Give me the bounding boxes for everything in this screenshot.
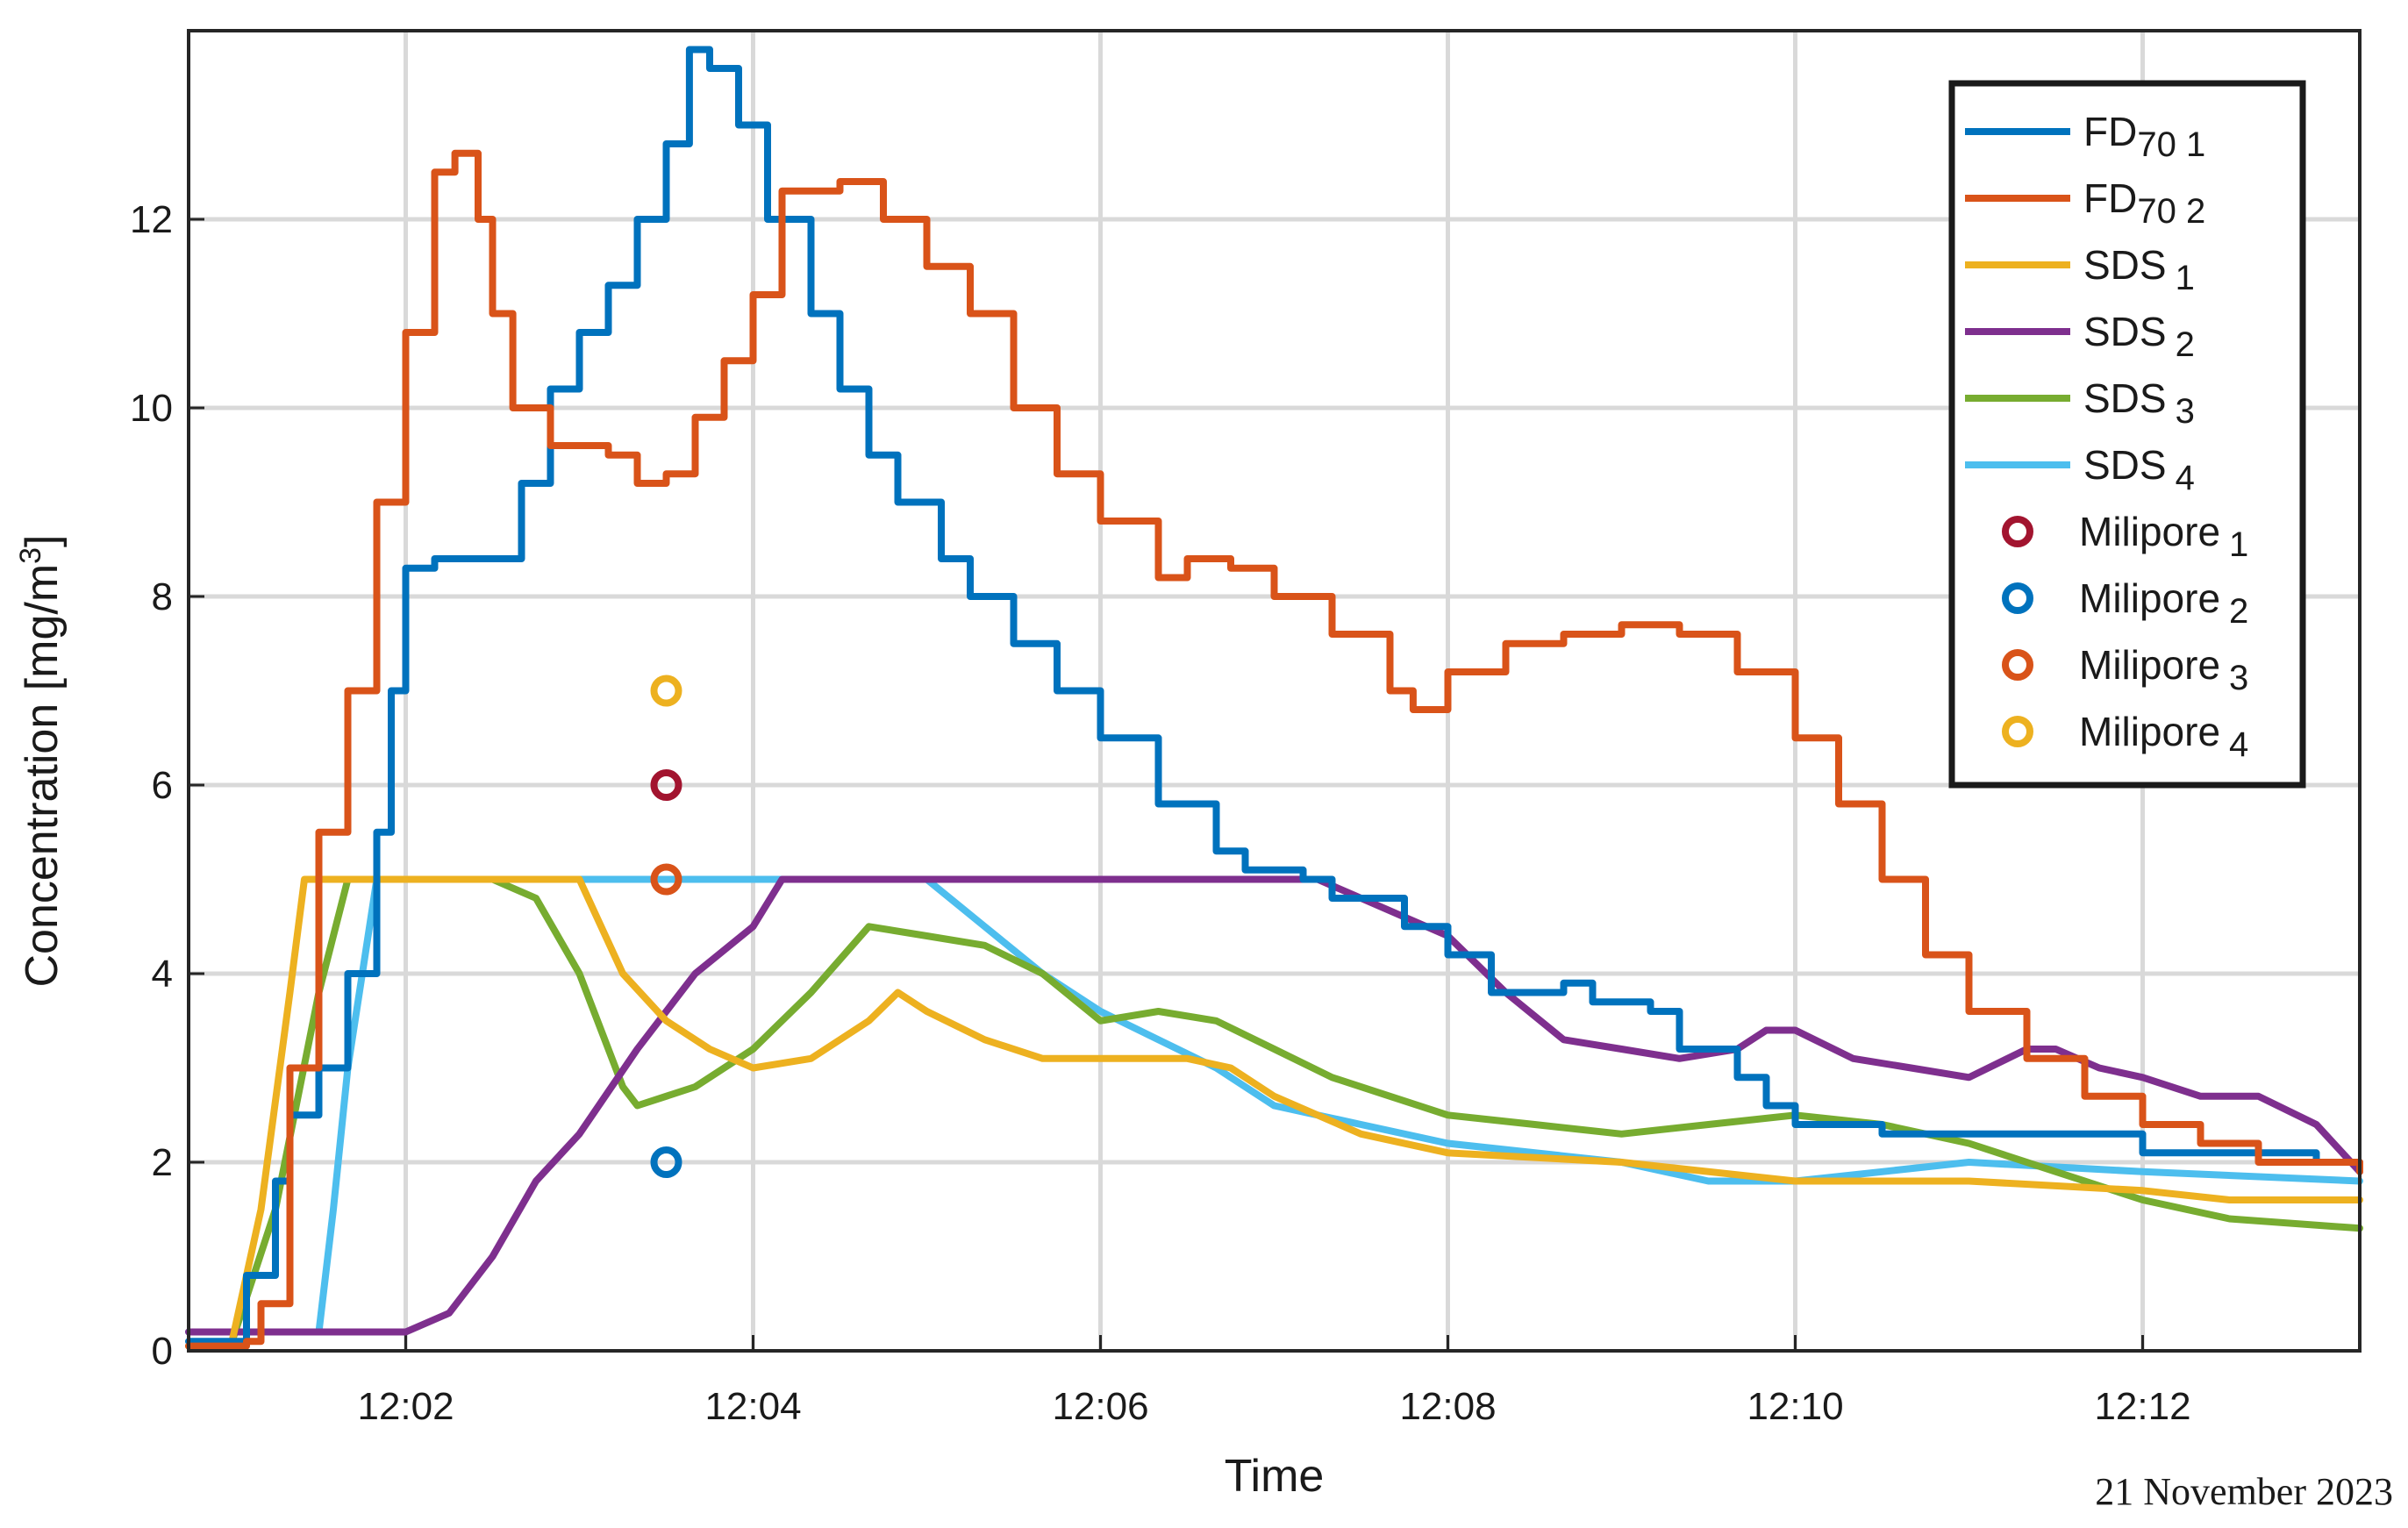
y-tick-label: 6 <box>152 764 173 807</box>
legend-label-subscript: 2 <box>2229 592 2248 631</box>
milipore-1-marker <box>650 769 682 801</box>
y-tick-label: 2 <box>152 1141 173 1184</box>
x-tick-label: 12:08 <box>1399 1385 1496 1428</box>
legend-label: SDS 2 <box>2083 309 2195 364</box>
legend-label-main: SDS <box>2083 442 2167 488</box>
legend-item: Milipore 1 <box>2002 509 2248 564</box>
legend-label-main: FD <box>2083 109 2137 154</box>
legend-label: SDS 4 <box>2083 442 2195 497</box>
legend-item: FD70 2 <box>1965 175 2205 231</box>
legend-label: FD70 1 <box>2083 109 2205 164</box>
x-tick-label: 12:10 <box>1747 1385 1843 1428</box>
legend-marker-swatch <box>2002 649 2033 681</box>
legend-label-main: Milipore <box>2079 642 2220 688</box>
legend-label-subscript: 3 <box>2176 392 2195 431</box>
legend-label: Milipore 4 <box>2079 709 2248 764</box>
legend-marker-swatch <box>2002 582 2033 614</box>
series-layer <box>185 46 2363 1350</box>
legend-marker-swatch <box>2002 716 2033 747</box>
legend-label-main: Milipore <box>2079 509 2220 554</box>
y-tick-label: 12 <box>130 198 173 241</box>
y-axis-label-end: ] <box>17 534 68 546</box>
legend-label-subscript: 1 <box>2176 259 2195 297</box>
x-tick-label: 12:02 <box>357 1385 454 1428</box>
y-tick-label: 0 <box>152 1330 173 1373</box>
legend-item: SDS 4 <box>1965 442 2195 497</box>
legend-label-main: Milipore <box>2079 709 2220 754</box>
legend-label-main: FD <box>2083 175 2137 221</box>
y-tick-label: 8 <box>152 575 173 618</box>
series-line-fd-702 <box>185 149 2363 1350</box>
legend-label-main: SDS <box>2083 309 2167 354</box>
y-tick-label: 4 <box>152 953 173 996</box>
legend-label: SDS 1 <box>2083 242 2195 297</box>
legend-item: Milipore 3 <box>2002 642 2248 697</box>
legend-label-main: SDS <box>2083 242 2167 288</box>
y-axis-label: Concentration [mg/m3] <box>14 534 68 987</box>
legend-item: FD70 1 <box>1965 109 2205 164</box>
legend-label-subscript: 3 <box>2229 659 2248 697</box>
legend-label: FD70 2 <box>2083 175 2205 231</box>
legend-label-subscript: 70 <box>2137 125 2176 164</box>
marker-layer <box>650 675 682 1178</box>
x-axis-label: Time <box>1225 1451 1325 1502</box>
legend-label-subscript: 2 <box>2176 325 2195 364</box>
series-line-sds-1 <box>185 875 2363 1350</box>
legend-item: SDS 2 <box>1965 309 2195 364</box>
milipore-4-marker <box>650 675 682 707</box>
x-tick-labels: 12:02 12:04 12:06 12:08 12:10 12:12 <box>357 1385 2190 1428</box>
legend-label-subscript: 4 <box>2176 459 2195 497</box>
legend-item: Milipore 4 <box>2002 709 2248 764</box>
legend-label: SDS 3 <box>2083 375 2195 431</box>
legend-label-subscript: 1 <box>2229 525 2248 564</box>
date-note: 21 November 2023 <box>2095 1470 2393 1513</box>
legend-label-suffix: 2 <box>2176 192 2205 231</box>
milipore-2-marker <box>650 1146 682 1178</box>
y-axis-label-main: Concentration [mg/m <box>17 564 68 988</box>
legend-item: Milipore 2 <box>2002 575 2248 631</box>
legend-item: SDS 1 <box>1965 242 2195 297</box>
plot-frame <box>187 29 2362 1353</box>
legend-label: Milipore 3 <box>2079 642 2248 697</box>
legend-label: Milipore 1 <box>2079 509 2248 564</box>
legend-item: SDS 3 <box>1965 375 2195 431</box>
legend-label-main: Milipore <box>2079 575 2220 621</box>
legend-marker-swatch <box>2002 516 2033 547</box>
x-tick-label: 12:04 <box>704 1385 801 1428</box>
series-line-fd-701 <box>185 46 2363 1346</box>
x-tick-label: 12:12 <box>2094 1385 2190 1428</box>
legend-label-subscript: 4 <box>2229 725 2248 764</box>
milipore-3-marker <box>650 863 682 896</box>
legend-label: Milipore 2 <box>2079 575 2248 631</box>
legend-label-subscript: 70 <box>2137 192 2176 231</box>
y-tick-label: 10 <box>130 387 173 430</box>
y-tick-labels: 0 2 4 6 8 10 12 <box>130 198 173 1373</box>
y-axis-label-superscript: 3 <box>14 547 47 564</box>
x-tick-label: 12:06 <box>1052 1385 1148 1428</box>
legend-label-main: SDS <box>2083 375 2167 421</box>
legend-label-suffix: 1 <box>2176 125 2205 164</box>
